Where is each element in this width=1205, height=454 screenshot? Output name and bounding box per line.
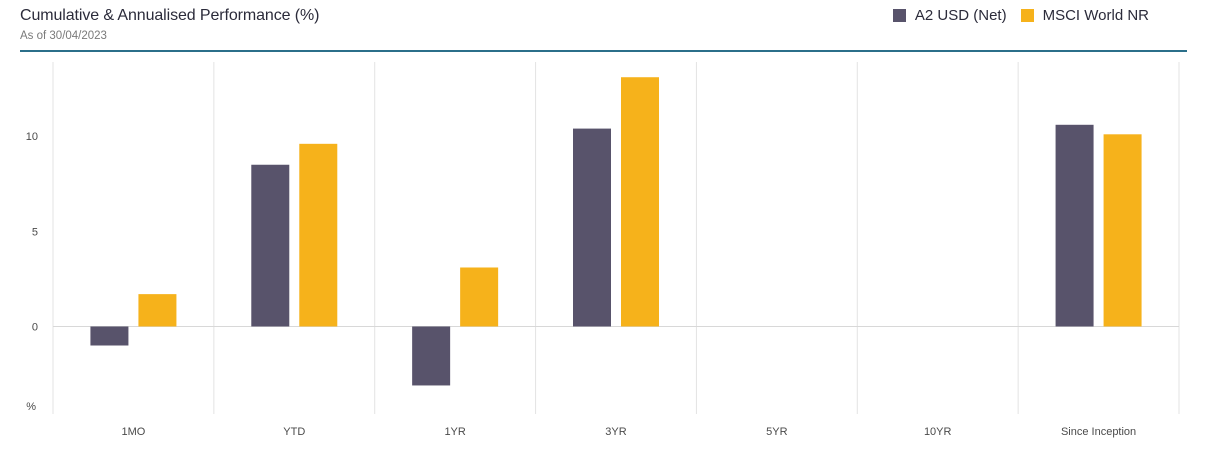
bar-a2-usd-net-3yr [573,128,611,327]
bar-a2-usd-net-1yr [412,326,451,386]
header-divider [20,50,1187,52]
legend-label-a2-usd: A2 USD (Net) [914,7,1007,24]
bar-a2-usd-net-ytd [251,164,290,327]
y-tick-label: 5 [32,226,38,238]
bar-msci-world-nr-1mo [138,294,177,327]
y-tick-label: 10 [26,131,38,143]
bar-a2-usd-net-since-inception [1055,124,1094,327]
x-tick-label-ytd: YTD [283,426,305,438]
legend-swatch-msci-world [1020,9,1034,22]
y-tick-label: 0 [32,321,38,333]
x-tick-label-1mo: 1MO [122,426,146,438]
x-tick-label-1yr: 1YR [444,426,465,438]
x-tick-label-3yr: 3YR [605,426,626,438]
bar-msci-world-nr-3yr [621,77,659,327]
legend-swatch-a2-usd [892,9,906,22]
legend-label-msci-world: MSCI World NR [1042,7,1149,24]
x-tick-label-since-inception: Since Inception [1061,426,1136,438]
bar-msci-world-nr-1yr [460,267,499,327]
legend-item-a2-usd[interactable]: A2 USD (Net) [892,7,1007,24]
legend: A2 USD (Net) MSCI World NR [892,7,1149,24]
as-of-date: As of 30/04/2023 [20,30,107,42]
bar-msci-world-nr-since-inception [1103,134,1142,327]
x-tick-label-5yr: 5YR [766,426,787,438]
x-tick-label-10yr: 10YR [924,426,952,438]
chart-title: Cumulative & Annualised Performance (%) [20,7,320,24]
chart-header: Cumulative & Annualised Performance (%) … [0,0,1205,52]
bar-msci-world-nr-ytd [299,143,338,327]
bar-a2-usd-net-1mo [90,326,129,346]
legend-item-msci-world[interactable]: MSCI World NR [1020,7,1149,24]
y-axis-unit-label: % [26,401,36,413]
